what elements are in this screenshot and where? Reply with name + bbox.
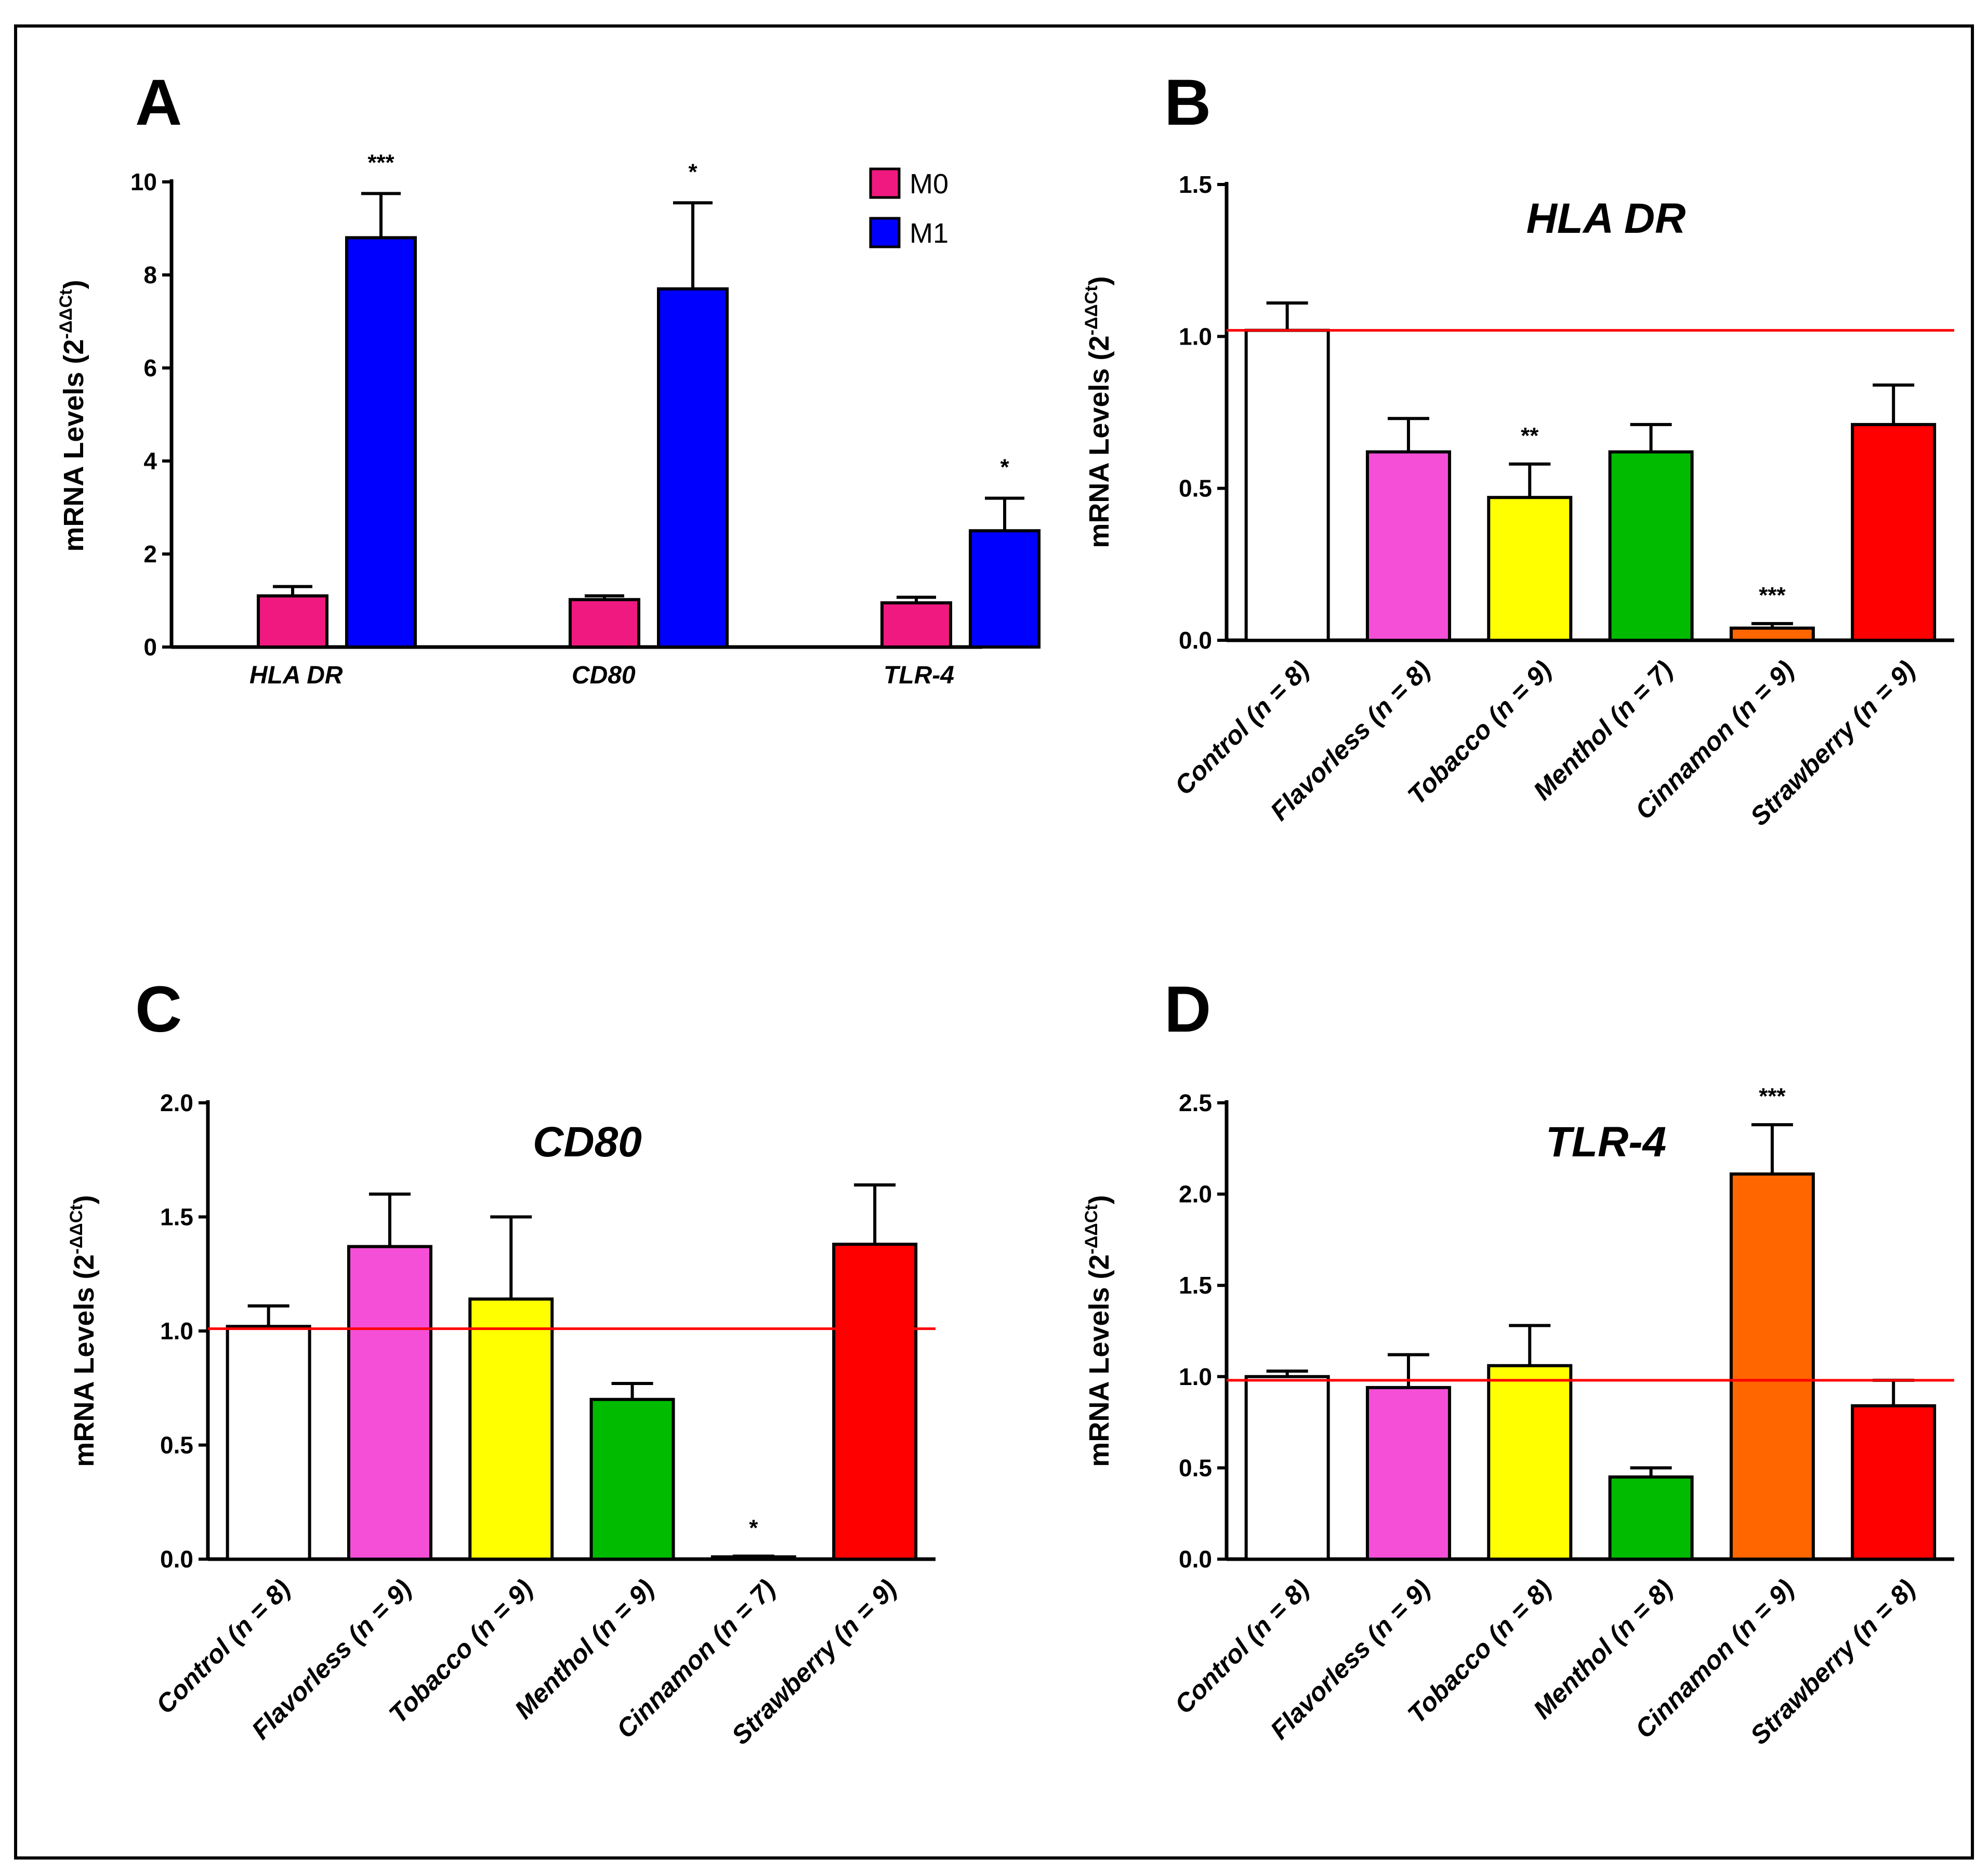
significance-label: **	[1521, 423, 1539, 449]
bar	[589, 1398, 675, 1561]
bar	[1487, 1364, 1573, 1561]
y-axis-title-sup: -ΔΔCt	[1082, 285, 1101, 335]
bar	[347, 1245, 432, 1561]
bar	[1487, 496, 1573, 642]
y-axis-title: mRNA Levels (2-ΔΔCt)	[1082, 1195, 1115, 1467]
y-tick-label: 2.5	[1179, 1089, 1212, 1116]
y-tick-label: 1.0	[1179, 1363, 1212, 1390]
significance-label: *	[749, 1515, 758, 1540]
y-tick-label: 1.0	[1179, 323, 1212, 350]
y-tick-label: 10	[130, 168, 157, 195]
bar	[710, 1555, 796, 1561]
significance-label: *	[688, 159, 697, 184]
y-axis-title-sup: -ΔΔCt	[56, 289, 76, 339]
bar-m1	[657, 287, 729, 649]
y-tick-label: 0	[143, 634, 157, 661]
y-axis-title: mRNA Levels (2-ΔΔCt)	[67, 1195, 100, 1467]
chart-title: CD80	[533, 1118, 642, 1166]
bar	[832, 1243, 918, 1561]
chart-title: TLR-4	[1546, 1118, 1666, 1166]
bar	[1608, 1475, 1694, 1561]
y-tick-label: 2.0	[1179, 1181, 1212, 1208]
significance-label: ***	[367, 150, 394, 175]
y-axis-title-close: )	[69, 1195, 100, 1204]
category-label: TLR-4	[884, 662, 954, 689]
y-tick-label: 0.0	[1179, 627, 1212, 654]
y-axis-title-main: mRNA Levels (2	[69, 1254, 100, 1467]
category-label: HLA DR	[249, 662, 343, 689]
bar	[1244, 1375, 1330, 1561]
bar	[1729, 1172, 1815, 1561]
legend-label: M0	[910, 168, 949, 200]
y-axis-title-main: mRNA Levels (2	[1084, 335, 1115, 548]
y-axis-title-close: )	[58, 280, 89, 289]
y-tick-label: 1.0	[160, 1317, 193, 1344]
bar	[1608, 450, 1694, 642]
y-tick-label: 0.0	[160, 1546, 193, 1573]
bar	[1365, 1386, 1451, 1561]
category-label: CD80	[572, 662, 636, 689]
bar-m0	[880, 601, 952, 649]
y-axis-title-close: )	[1084, 276, 1115, 285]
y-axis-title-sup: -ΔΔCt	[1082, 1204, 1101, 1254]
bar	[468, 1297, 554, 1561]
y-tick-label: 0.5	[1179, 475, 1212, 502]
y-tick-label: 2.0	[160, 1089, 193, 1116]
y-axis-title: mRNA Levels (2-ΔΔCt)	[56, 280, 89, 551]
panel-letter: A	[135, 67, 182, 139]
y-axis-title-main: mRNA Levels (2	[1084, 1254, 1115, 1467]
bar	[1729, 626, 1815, 642]
y-axis-title-close: )	[1084, 1195, 1115, 1204]
legend-swatch-m0	[869, 167, 901, 199]
panel-letter: D	[1164, 973, 1211, 1046]
significance-label: *	[1000, 455, 1009, 480]
chart-title: HLA DR	[1526, 195, 1686, 242]
y-tick-label: 1.5	[1179, 171, 1212, 198]
panel-letter: C	[135, 973, 182, 1046]
bar-m1	[345, 236, 417, 649]
y-axis-title-sup: -ΔΔCt	[67, 1204, 86, 1254]
bar	[1851, 1404, 1937, 1561]
bar-m0	[569, 598, 640, 649]
legend-label: M1	[910, 218, 949, 249]
significance-label: ***	[1759, 1084, 1786, 1109]
bar-m0	[257, 594, 328, 649]
bar	[1244, 328, 1330, 642]
panel-letter: B	[1164, 67, 1211, 139]
y-tick-label: 0.0	[1179, 1546, 1212, 1573]
y-tick-label: 1.5	[1179, 1272, 1212, 1299]
significance-label: ***	[1759, 583, 1786, 608]
bar	[226, 1325, 311, 1561]
y-axis-title: mRNA Levels (2-ΔΔCt)	[1082, 276, 1115, 548]
bar	[1365, 450, 1451, 642]
figure-border	[14, 24, 1974, 1860]
y-tick-label: 0.5	[160, 1432, 193, 1459]
y-tick-label: 6	[143, 354, 157, 381]
y-axis-title-main: mRNA Levels (2	[58, 339, 89, 551]
y-tick-label: 4	[143, 447, 157, 474]
legend-swatch-m1	[869, 217, 901, 248]
y-tick-label: 2	[143, 540, 157, 568]
y-tick-label: 0.5	[1179, 1454, 1212, 1481]
y-tick-label: 1.5	[160, 1204, 193, 1231]
bar	[1851, 423, 1937, 642]
bar-m1	[969, 529, 1041, 649]
y-tick-label: 8	[143, 261, 157, 288]
